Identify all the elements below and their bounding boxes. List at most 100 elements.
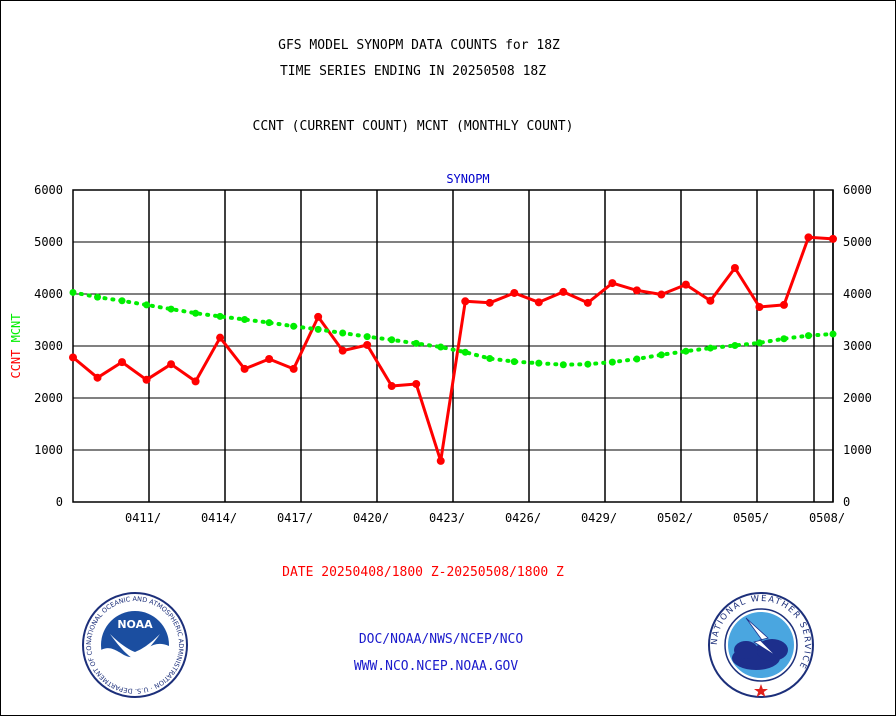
data-point-mcnt	[167, 305, 175, 313]
data-point-mcnt	[780, 335, 788, 343]
data-point-mcnt	[510, 358, 518, 366]
data-point-mcnt	[633, 355, 641, 363]
data-point-mcnt	[192, 309, 200, 317]
y-tick-label-right: 3000	[843, 339, 872, 353]
data-point-ccnt	[608, 279, 617, 288]
data-point-mcnt	[290, 322, 298, 330]
data-point-mcnt	[584, 360, 592, 368]
data-point-mcnt	[412, 339, 420, 347]
data-point-ccnt	[559, 287, 568, 296]
x-tick-label: 0411/	[125, 511, 161, 525]
series-line-mcnt	[71, 290, 835, 367]
data-point-mcnt	[461, 348, 469, 356]
data-point-ccnt	[632, 286, 641, 295]
y-tick-label-left: 4000	[34, 287, 63, 301]
data-point-ccnt	[314, 312, 323, 321]
data-point-mcnt	[241, 315, 249, 323]
data-point-mcnt	[608, 358, 616, 366]
data-point-mcnt	[437, 343, 445, 351]
y-tick-label-left: 0	[56, 495, 63, 509]
data-point-ccnt	[583, 298, 592, 307]
y-axis-label-ccnt: CCNT	[9, 342, 23, 378]
y-tick-label-right: 4000	[843, 287, 872, 301]
chart-subtitle: CCNT (CURRENT COUNT) MCNT (MONTHLY COUNT…	[252, 119, 574, 134]
data-point-mcnt	[559, 361, 567, 369]
data-point-mcnt	[388, 336, 396, 344]
data-point-ccnt	[485, 298, 494, 307]
y-tick-label-right: 2000	[843, 391, 872, 405]
x-tick-label: 0417/	[277, 511, 313, 525]
x-tick-label: 0505/	[733, 511, 769, 525]
nws-logo: NATIONAL WEATHER SERVICE	[708, 592, 814, 698]
data-point-mcnt	[731, 341, 739, 349]
website-link[interactable]: WWW.NCO.NCEP.NOAA.GOV	[353, 659, 519, 674]
y-tick-label-right: 5000	[843, 235, 872, 249]
y-tick-label-left: 2000	[34, 391, 63, 405]
chart-title-line2: TIME SERIES ENDING IN 20250508 18Z	[279, 64, 547, 79]
data-point-ccnt	[461, 297, 470, 306]
data-point-ccnt	[167, 360, 176, 369]
y-tick-label-right: 6000	[843, 183, 872, 197]
data-point-mcnt	[535, 359, 543, 367]
data-point-ccnt	[142, 375, 151, 384]
time-series-chart: 0 0 1000 1000 2000 2000 3000 3000 4000 4000 5000 50…	[9, 172, 872, 525]
data-point-ccnt	[755, 303, 764, 311]
x-tick-label: 0426/	[505, 511, 541, 525]
data-point-ccnt	[69, 353, 77, 362]
x-tick-label: 0423/	[429, 511, 465, 525]
data-point-mcnt	[216, 312, 224, 320]
y-tick-label-right: 0	[843, 495, 850, 509]
x-tick-label: 0414/	[201, 511, 237, 525]
series-line-ccnt	[72, 235, 834, 463]
y-axis-label-mcnt: MCNT	[9, 313, 23, 342]
data-point-mcnt	[706, 344, 714, 352]
plot-area	[72, 189, 834, 503]
data-point-ccnt	[681, 280, 690, 289]
x-tick-label: 0420/	[353, 511, 389, 525]
data-point-ccnt	[338, 346, 347, 355]
data-point-ccnt	[730, 264, 739, 272]
data-point-ccnt	[118, 358, 127, 367]
y-tick-label-left: 1000	[34, 443, 63, 457]
data-point-mcnt	[118, 297, 126, 305]
y-axis-label: CCNT MCNT	[9, 313, 23, 378]
y-tick-label-left: 3000	[34, 339, 63, 353]
data-point-ccnt	[804, 233, 813, 242]
x-tick-label: 0429/	[581, 511, 617, 525]
data-point-ccnt	[191, 377, 200, 386]
y-tick-label-right: 1000	[843, 443, 872, 457]
data-point-ccnt	[93, 373, 102, 382]
data-point-ccnt	[289, 364, 298, 373]
data-point-ccnt	[436, 456, 445, 465]
data-point-ccnt	[363, 340, 372, 349]
data-point-ccnt	[779, 300, 788, 309]
data-point-ccnt	[706, 296, 715, 305]
y-tick-label-left: 6000	[34, 183, 63, 197]
data-point-ccnt	[216, 333, 225, 342]
data-point-ccnt	[412, 379, 421, 388]
data-point-mcnt	[143, 301, 151, 309]
x-tick-label: 0508/	[809, 511, 845, 525]
data-point-mcnt	[829, 330, 837, 338]
data-point-mcnt	[657, 351, 665, 359]
data-point-ccnt	[829, 234, 837, 243]
data-point-mcnt	[486, 354, 494, 362]
data-point-mcnt	[314, 325, 322, 333]
data-point-ccnt	[657, 290, 666, 299]
x-tick-label: 0502/	[657, 511, 693, 525]
y-tick-label-left: 5000	[34, 235, 63, 249]
panel-label: SYNOPM	[446, 172, 489, 186]
data-point-ccnt	[387, 382, 396, 391]
data-point-ccnt	[510, 288, 519, 297]
org-line: DOC/NOAA/NWS/NCEP/NCO	[358, 632, 524, 647]
noaa-logo: NATIONAL OCEANIC AND ATMOSPHERIC ADMINIS…	[80, 590, 188, 698]
data-point-mcnt	[755, 339, 763, 347]
noaa-logo-text: NOAA	[117, 618, 153, 631]
data-point-mcnt	[804, 332, 812, 340]
data-point-mcnt	[363, 333, 371, 341]
data-point-mcnt	[682, 347, 690, 355]
data-point-ccnt	[534, 298, 543, 307]
data-point-mcnt	[94, 293, 102, 301]
data-point-ccnt	[265, 355, 274, 363]
chart-title-line1: GFS MODEL SYNOPM DATA COUNTS for 18Z	[278, 38, 560, 53]
